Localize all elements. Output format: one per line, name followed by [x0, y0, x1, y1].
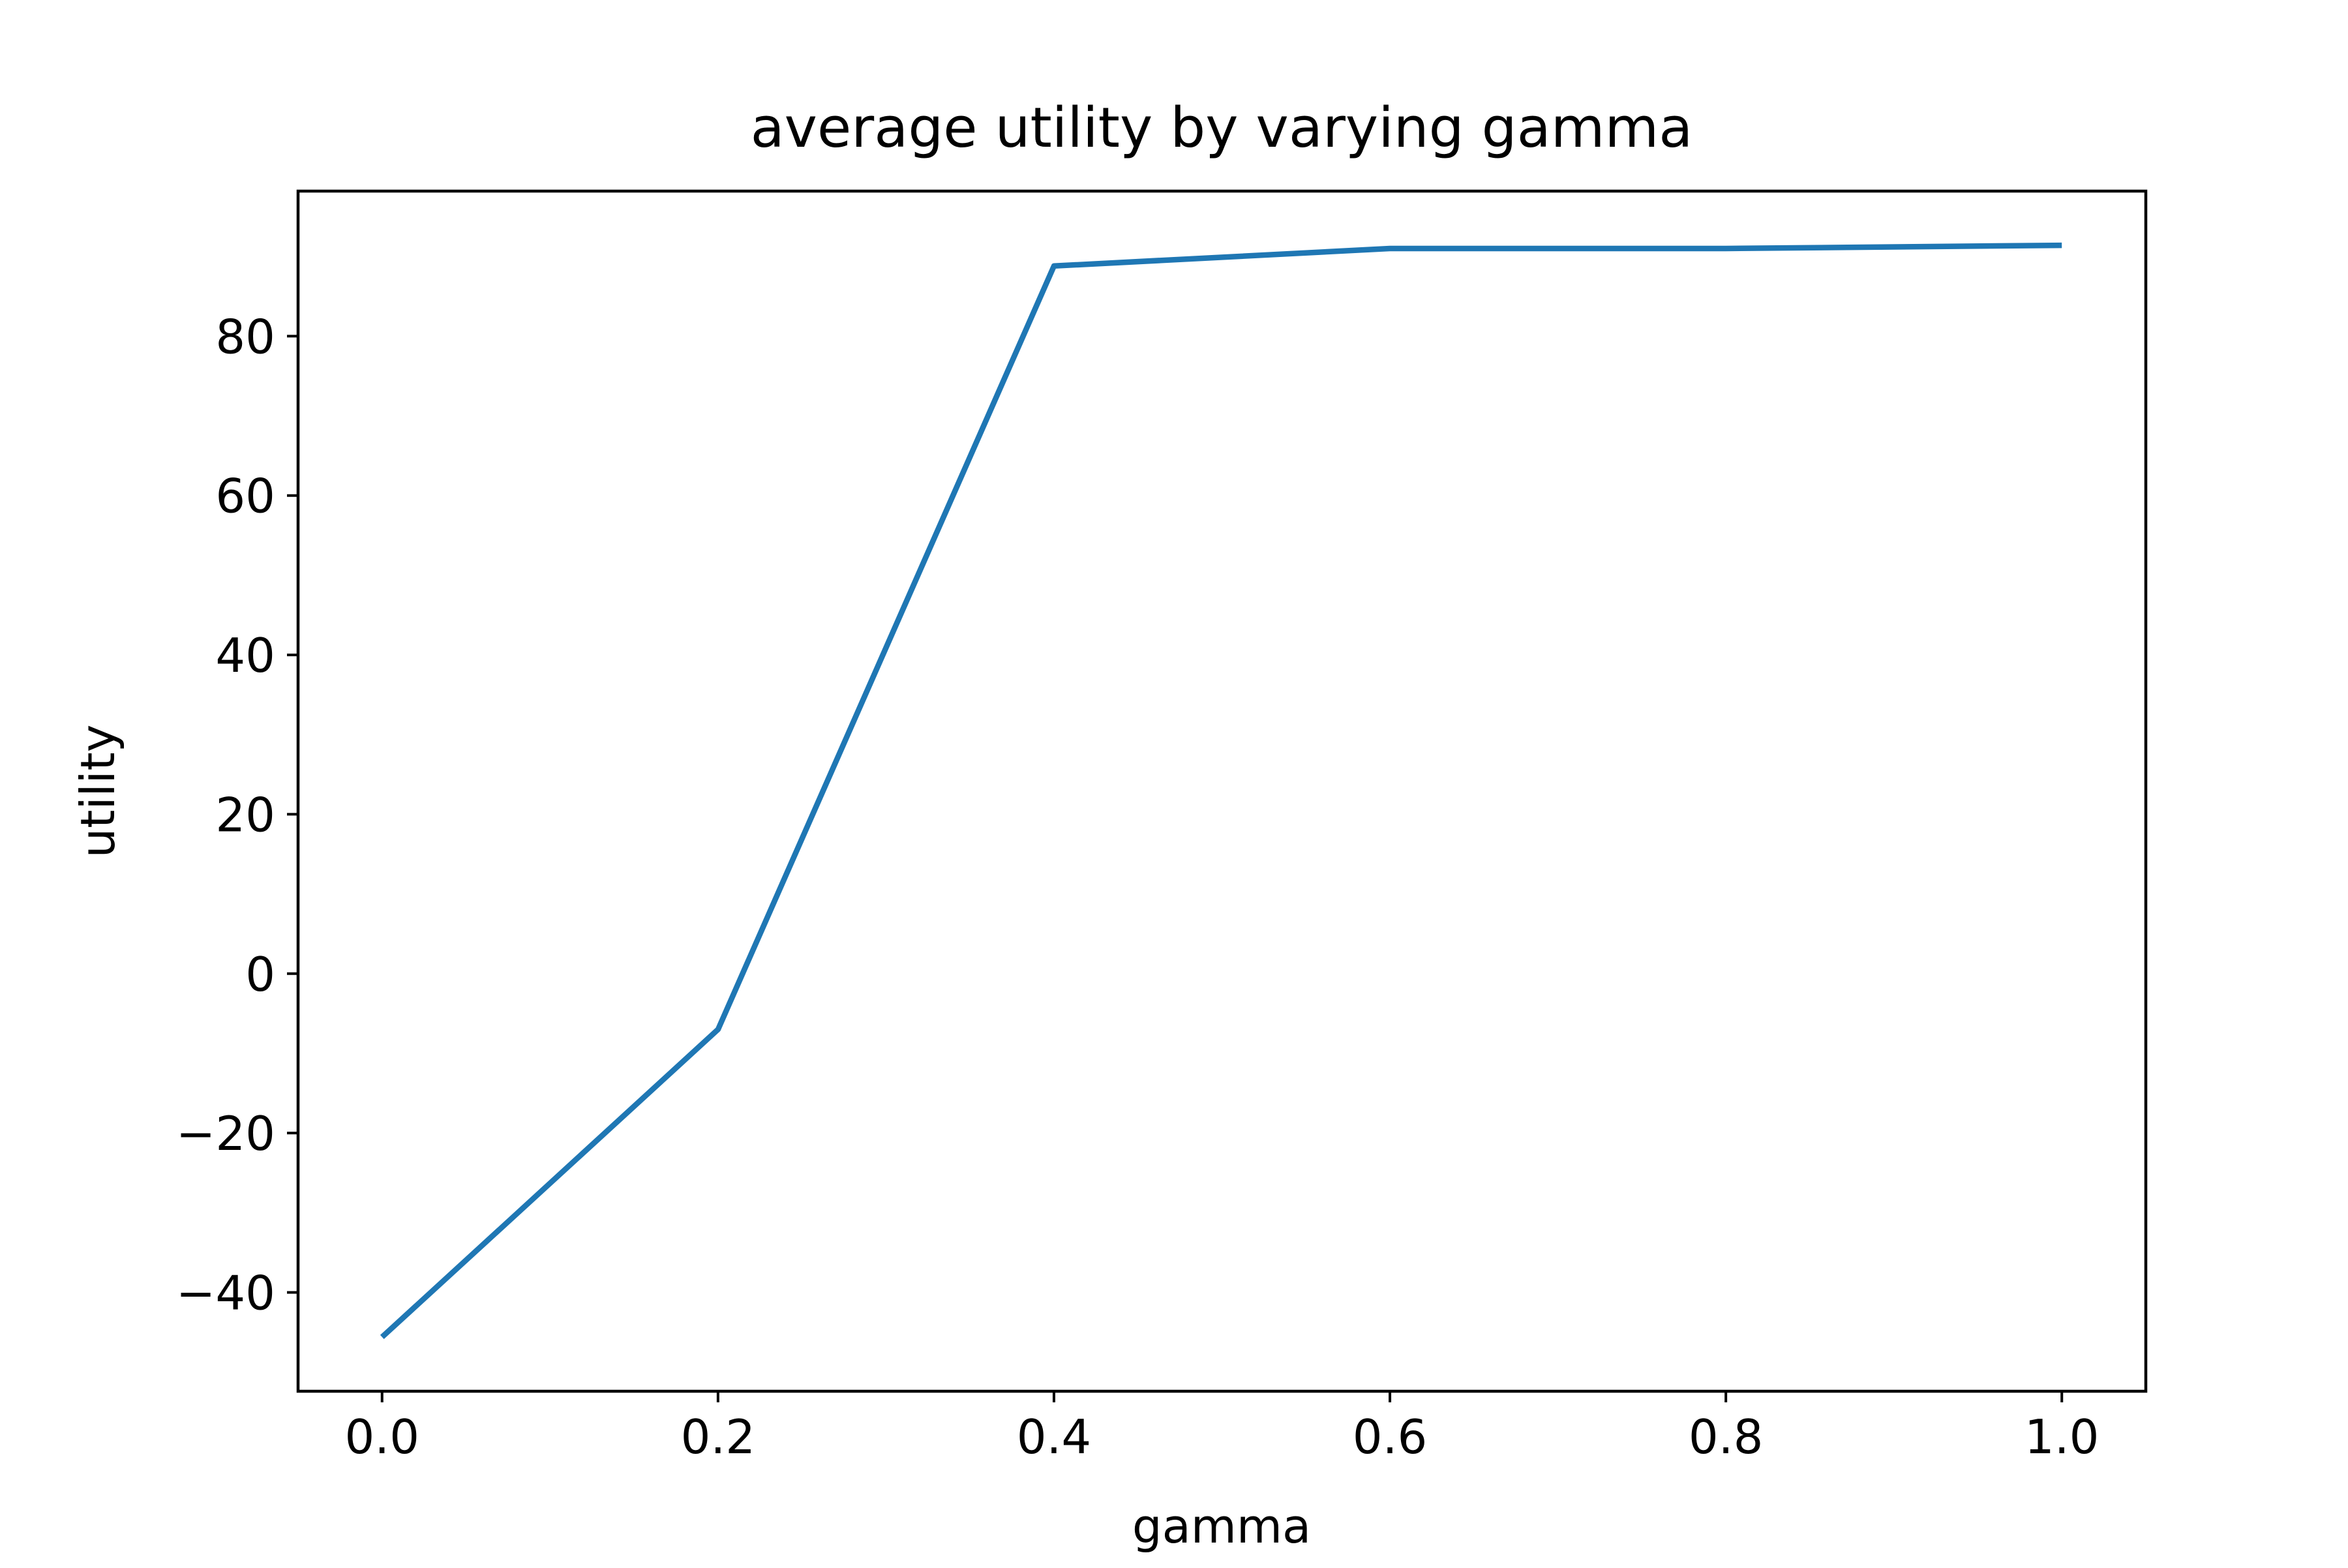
x-tick-label: 1.0: [2024, 1410, 2100, 1464]
y-tick-label: 0: [245, 947, 275, 1002]
y-tick-label: 80: [215, 309, 275, 364]
y-tick-label: 20: [215, 787, 275, 842]
x-axis-ticks: 0.0 0.2 0.4 0.6 0.8 1.0: [345, 1391, 2100, 1464]
y-axis-label: utility: [70, 725, 125, 858]
x-tick-label: 0.4: [1017, 1410, 1092, 1464]
y-tick-label: 40: [215, 628, 275, 683]
x-tick-label: 0.0: [345, 1410, 420, 1464]
x-tick-label: 0.6: [1353, 1410, 1428, 1464]
y-tick-label: 60: [215, 469, 275, 524]
y-tick-label: −40: [176, 1265, 275, 1320]
x-axis-label: gamma: [1132, 1499, 1311, 1554]
x-tick-label: 0.2: [681, 1410, 756, 1464]
y-tick-label: −20: [176, 1106, 275, 1161]
y-axis-ticks: −40 −20 0 20 40 60 80: [176, 309, 298, 1320]
chart-title: average utility by varying gamma: [751, 96, 1693, 160]
plot-frame: [296, 189, 2148, 1393]
series-line: [380, 242, 2062, 1340]
series-layer: [380, 242, 2062, 1340]
x-tick-label: 0.8: [1689, 1410, 1764, 1464]
